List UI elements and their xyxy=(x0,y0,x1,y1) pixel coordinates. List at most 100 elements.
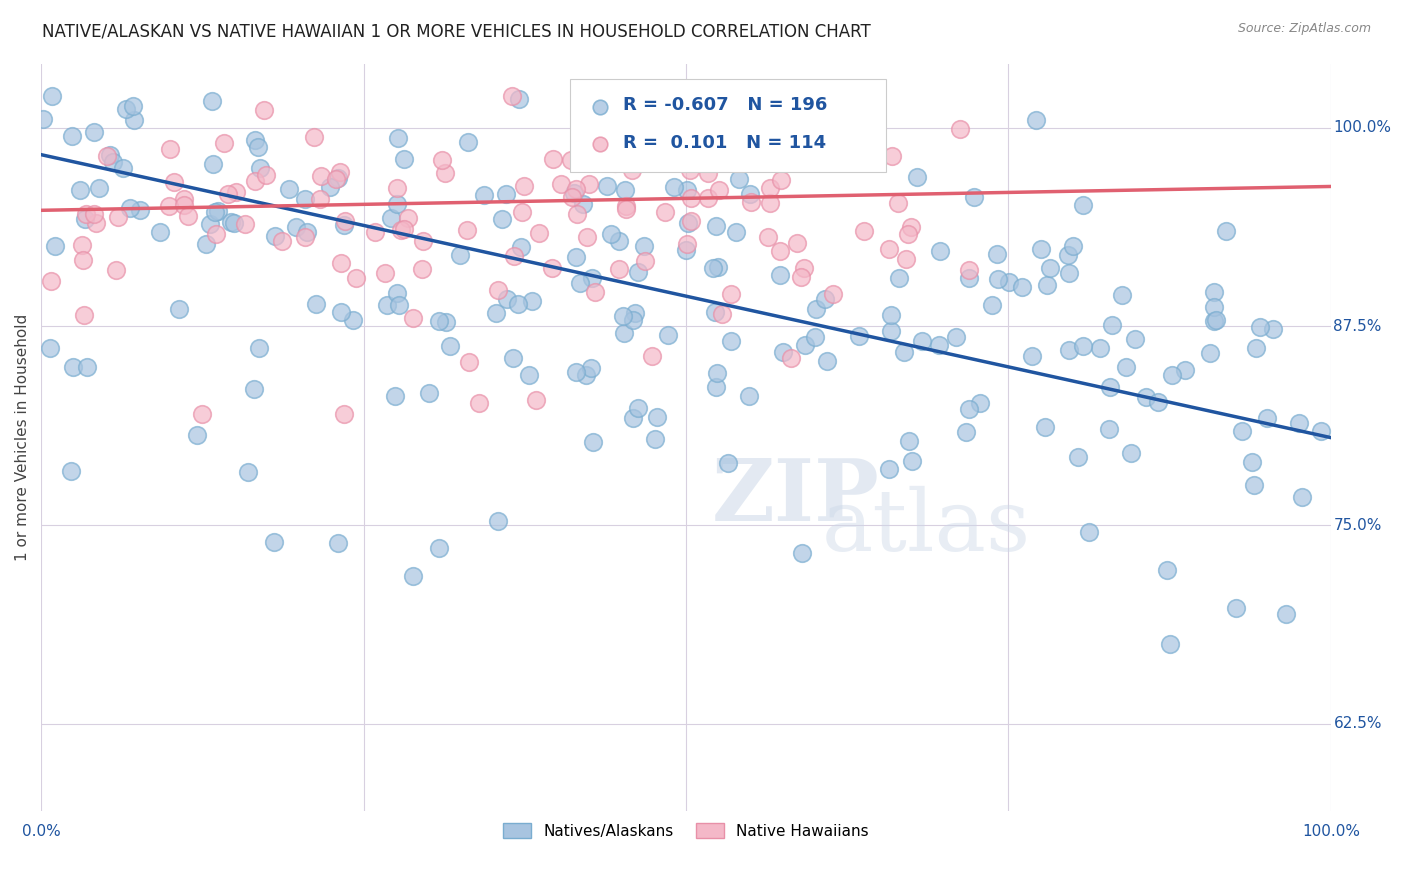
Point xyxy=(627,401,650,415)
Point xyxy=(595,179,617,194)
Point xyxy=(75,206,97,220)
Point xyxy=(1057,266,1080,280)
Point xyxy=(957,402,980,417)
Point xyxy=(599,227,621,241)
Point xyxy=(583,285,606,299)
Point xyxy=(578,177,600,191)
Point xyxy=(72,252,94,267)
Point xyxy=(880,149,903,163)
Point xyxy=(792,546,814,560)
Point xyxy=(704,219,727,234)
Text: Source: ZipAtlas.com: Source: ZipAtlas.com xyxy=(1237,22,1371,36)
Point xyxy=(569,276,592,290)
Point xyxy=(122,113,145,128)
Point xyxy=(737,389,759,403)
Point xyxy=(786,235,808,250)
Point xyxy=(486,514,509,528)
Text: ZIP: ZIP xyxy=(711,456,880,540)
Point xyxy=(101,155,124,169)
Point xyxy=(1011,279,1033,293)
Point xyxy=(707,260,730,274)
Point xyxy=(759,195,782,210)
Point xyxy=(963,190,986,204)
Point xyxy=(195,237,218,252)
Point xyxy=(467,395,489,409)
Point xyxy=(243,133,266,147)
Point xyxy=(769,244,792,258)
Point xyxy=(1063,239,1085,253)
Point xyxy=(550,177,572,191)
Point xyxy=(696,191,718,205)
Point xyxy=(439,339,461,353)
Point xyxy=(1121,446,1143,460)
Point xyxy=(1225,601,1247,615)
Point xyxy=(249,161,271,176)
Point xyxy=(1205,312,1227,326)
Point xyxy=(44,239,66,253)
Point xyxy=(821,287,844,301)
Point xyxy=(1078,525,1101,540)
Point xyxy=(201,157,224,171)
Point xyxy=(644,432,666,446)
Point xyxy=(247,341,270,355)
Point xyxy=(1243,477,1265,491)
Point xyxy=(326,535,349,549)
Point xyxy=(675,243,697,257)
Point xyxy=(638,136,661,151)
Point xyxy=(793,261,815,276)
Point xyxy=(707,183,730,197)
Point xyxy=(278,182,301,196)
Point xyxy=(1071,198,1094,212)
Point xyxy=(804,301,827,316)
Point xyxy=(1202,285,1225,299)
Point xyxy=(513,179,536,194)
Point xyxy=(329,165,352,179)
Point xyxy=(633,238,655,252)
Point xyxy=(32,112,55,126)
Point xyxy=(83,125,105,139)
Point xyxy=(84,216,107,230)
Point xyxy=(456,223,478,237)
Point xyxy=(634,253,657,268)
Point xyxy=(1025,112,1047,127)
Point xyxy=(842,139,865,153)
Point xyxy=(877,243,900,257)
Point xyxy=(998,275,1021,289)
Point xyxy=(344,270,367,285)
Point xyxy=(641,349,664,363)
Point xyxy=(815,354,838,368)
Point xyxy=(1263,322,1285,336)
Point xyxy=(508,92,530,106)
Point xyxy=(1159,637,1181,651)
Point xyxy=(284,219,307,234)
Point xyxy=(1291,490,1313,504)
Point xyxy=(799,141,821,155)
Point xyxy=(1160,368,1182,382)
Point xyxy=(541,261,564,276)
Point xyxy=(928,338,950,352)
Text: 100.0%: 100.0% xyxy=(1302,824,1360,838)
Point xyxy=(201,94,224,108)
Point xyxy=(39,341,62,355)
Point xyxy=(389,223,412,237)
Point xyxy=(328,171,350,186)
Point xyxy=(621,162,644,177)
Point xyxy=(1090,341,1112,355)
Point xyxy=(342,312,364,326)
Point xyxy=(710,307,733,321)
Point xyxy=(486,283,509,297)
Point xyxy=(457,135,479,149)
Point xyxy=(73,211,96,226)
Point xyxy=(740,194,762,209)
Point xyxy=(173,198,195,212)
Point xyxy=(1249,320,1271,334)
Point xyxy=(495,187,517,202)
Point xyxy=(1067,450,1090,464)
Point xyxy=(814,292,837,306)
Point xyxy=(87,181,110,195)
Point xyxy=(624,306,647,320)
Point xyxy=(247,140,270,154)
Point xyxy=(329,256,352,270)
Point xyxy=(562,186,585,200)
Point xyxy=(1215,224,1237,238)
